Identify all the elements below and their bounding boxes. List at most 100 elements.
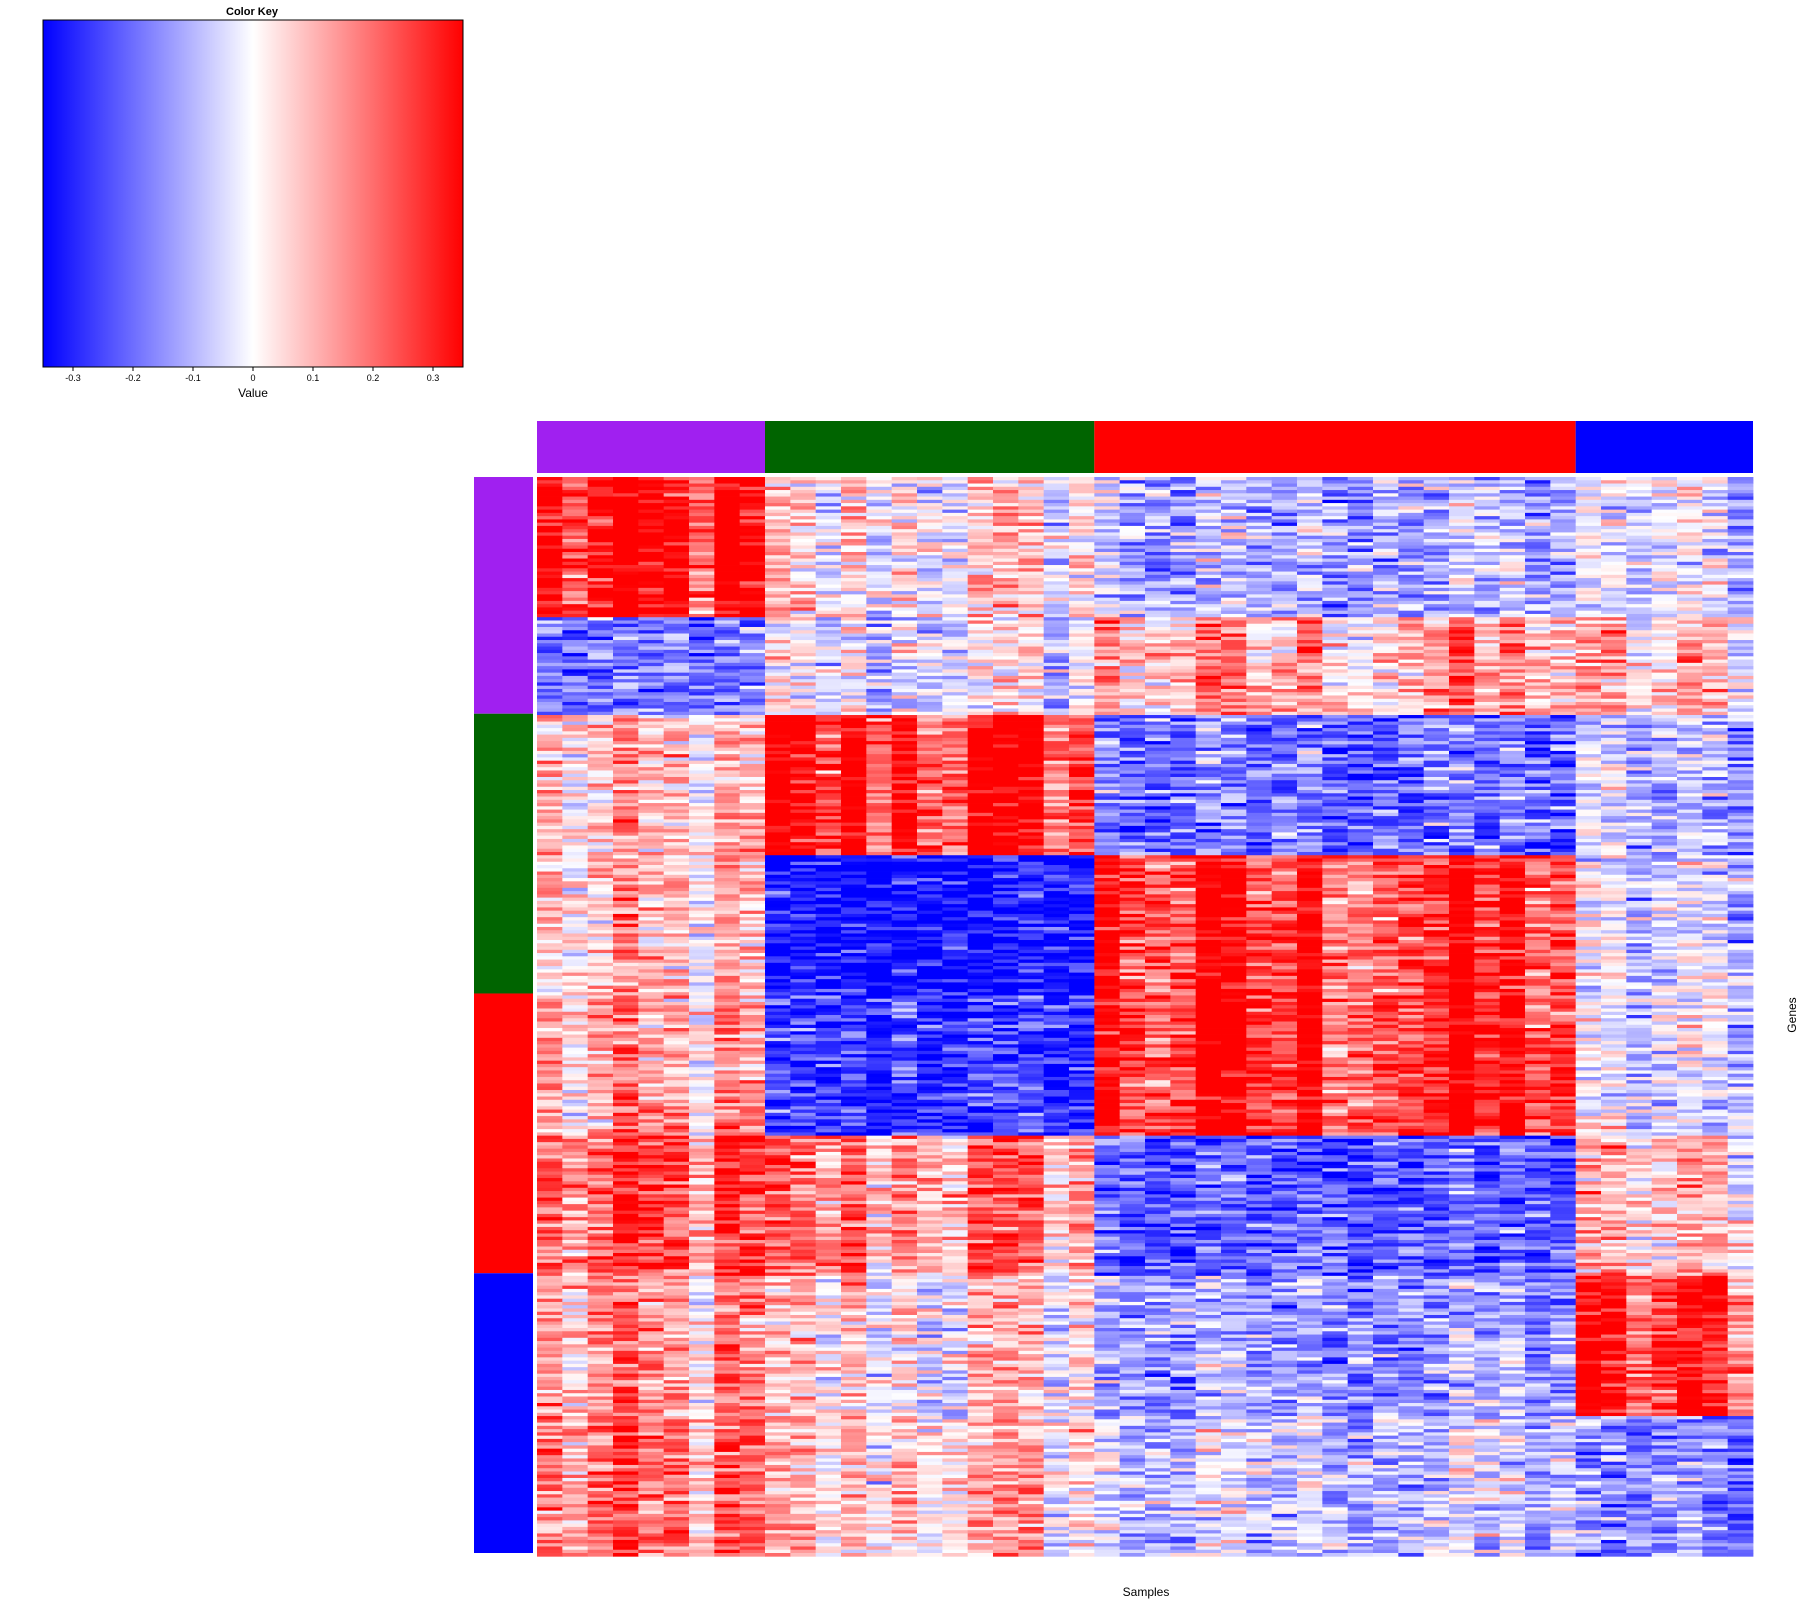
heatmap-cell [613, 600, 639, 605]
heatmap-cell [562, 718, 589, 722]
heatmap-cell [1550, 548, 1577, 553]
heatmap-cell [1601, 675, 1627, 680]
heatmap-cell [1601, 532, 1627, 537]
heatmap-cell [1474, 786, 1501, 791]
heatmap-cell [1474, 721, 1501, 726]
heatmap-cell [1727, 591, 1754, 595]
heatmap-cell [790, 659, 817, 664]
heatmap-cell [1398, 506, 1425, 511]
heatmap-cell [1677, 669, 1703, 674]
heatmap-cell [587, 747, 614, 752]
heatmap-cell [714, 512, 741, 517]
heatmap-cell [1145, 803, 1171, 807]
heatmap-cell [1550, 483, 1577, 488]
heatmap-cell [1271, 548, 1298, 553]
heatmap-cell [1195, 483, 1222, 488]
heatmap-cell [1677, 724, 1703, 729]
heatmap-cell [815, 737, 842, 742]
heatmap-cell [1246, 604, 1273, 608]
heatmap-cell [1474, 584, 1501, 589]
heatmap-cell [1043, 555, 1070, 559]
heatmap-cell [1043, 480, 1070, 484]
heatmap-cell [1423, 551, 1450, 556]
heatmap-cell [638, 803, 665, 807]
heatmap-cell [1373, 754, 1399, 758]
heatmap-cell [866, 545, 893, 550]
heatmap-cell [1069, 799, 1095, 804]
heatmap-cell [765, 649, 791, 654]
heatmap-cell [1195, 630, 1222, 634]
heatmap-cell [1550, 600, 1577, 605]
heatmap-cell [587, 679, 614, 683]
heatmap-cell [1651, 685, 1678, 690]
heatmap-cell [562, 656, 589, 660]
heatmap-cell [739, 587, 766, 592]
heatmap-cell [1170, 721, 1197, 726]
heatmap-cell [1119, 636, 1146, 641]
heatmap-cell [1094, 607, 1121, 612]
heatmap-cell [714, 633, 741, 638]
heatmap-cell [714, 636, 741, 641]
heatmap-cell [866, 724, 893, 729]
heatmap-cell [1651, 803, 1678, 807]
heatmap-cell [587, 724, 614, 729]
heatmap-cell [1069, 721, 1095, 726]
heatmap-cell [638, 633, 665, 638]
heatmap-cell [1018, 750, 1045, 755]
heatmap-cell [714, 506, 741, 511]
heatmap-cell [866, 705, 893, 709]
heatmap-cell [942, 532, 969, 537]
heatmap-cell [1043, 604, 1070, 608]
heatmap-cell [917, 529, 943, 533]
heatmap-cell [1094, 776, 1121, 781]
heatmap-cell [1474, 548, 1501, 553]
heatmap-cell [841, 705, 867, 709]
heatmap-cell [1702, 623, 1729, 628]
heatmap-cell [1094, 643, 1121, 647]
heatmap-cell [1702, 499, 1729, 504]
heatmap-cell [942, 538, 969, 543]
heatmap-cell [739, 610, 766, 615]
heatmap-cell [815, 646, 842, 651]
heatmap-cell [1702, 711, 1729, 716]
heatmap-cell [587, 538, 614, 543]
heatmap-cell [967, 812, 994, 817]
heatmap-cell [841, 695, 867, 700]
heatmap-cell [1347, 561, 1374, 566]
heatmap-cell [1499, 578, 1526, 582]
heatmap-cell [790, 786, 817, 791]
heatmap-cell [1499, 640, 1526, 644]
heatmap-cell [1626, 535, 1653, 540]
heatmap-cell [1575, 516, 1602, 520]
heatmap-cell [1550, 640, 1577, 644]
heatmap-cell [1727, 633, 1754, 638]
heatmap-cell [1550, 630, 1577, 634]
heatmap-cell [1347, 633, 1374, 638]
heatmap-cell [1702, 558, 1729, 563]
heatmap-cell [537, 649, 563, 654]
heatmap-cell [1043, 679, 1070, 683]
heatmap-cell [1322, 675, 1349, 680]
heatmap-cell [866, 496, 893, 501]
heatmap-cell [841, 656, 867, 660]
heatmap-cell [1474, 662, 1501, 667]
heatmap-cell [1525, 561, 1551, 566]
heatmap-cell [1145, 490, 1171, 494]
heatmap-cell [967, 532, 994, 537]
heatmap-cell [967, 776, 994, 781]
heatmap-cell [765, 695, 791, 700]
heatmap-cell [1575, 780, 1602, 784]
heatmap-cell [587, 548, 614, 553]
heatmap-cell [1651, 773, 1678, 778]
heatmap-cell [638, 728, 665, 732]
heatmap-cell [1474, 692, 1501, 696]
heatmap-cell [714, 715, 741, 719]
heatmap-cell [714, 760, 741, 765]
heatmap-cell [1398, 682, 1425, 687]
heatmap-cell [1550, 662, 1577, 667]
heatmap-cell [1575, 666, 1602, 670]
heatmap-cell [1525, 809, 1551, 814]
heatmap-cell [891, 744, 918, 749]
heatmap-cell [841, 682, 867, 687]
heatmap-cell [1069, 538, 1095, 543]
